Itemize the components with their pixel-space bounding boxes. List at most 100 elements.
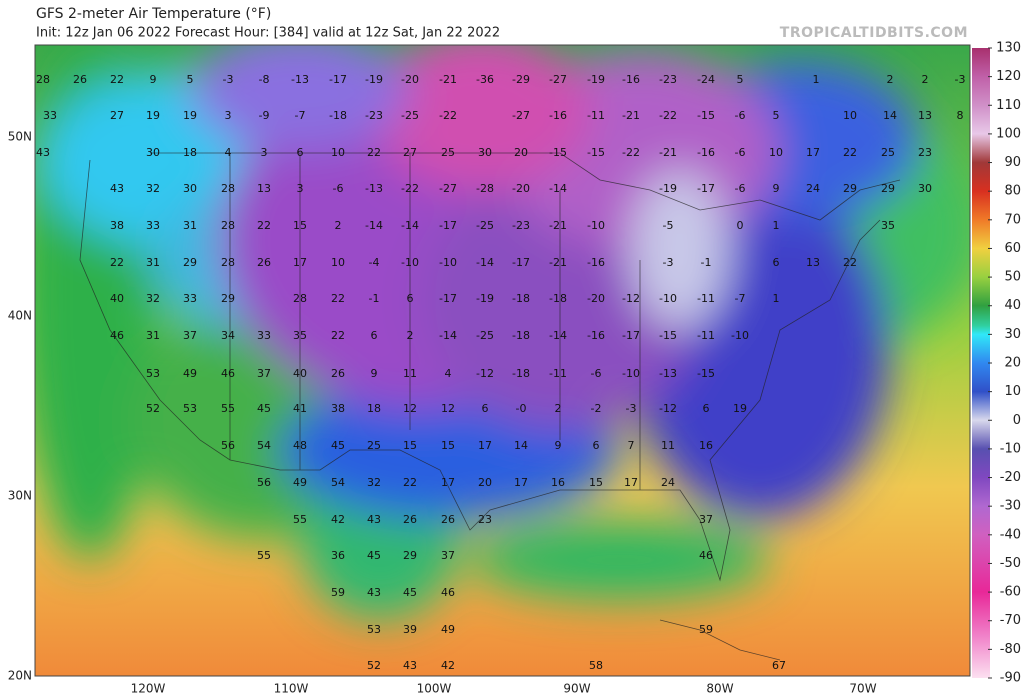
temperature-value: 36: [331, 549, 345, 562]
title: GFS 2-meter Air Temperature (°F): [36, 6, 271, 22]
borders: [79, 152, 901, 661]
lon-label: 80W: [706, 682, 733, 696]
temperature-value: 43: [36, 146, 50, 159]
temperature-value: 29: [881, 182, 895, 195]
temperature-value: 59: [699, 623, 713, 636]
temperature-value: 24: [661, 476, 675, 489]
temperature-value: 38: [331, 402, 345, 415]
temperature-value: 6: [773, 256, 780, 269]
temperature-value: -16: [549, 109, 567, 122]
temperature-value: 25: [367, 439, 381, 452]
temperature-value: 28: [36, 73, 50, 86]
temperature-value: -10: [439, 256, 457, 269]
temperature-value: 49: [293, 476, 307, 489]
colorbar-label: 40: [1004, 298, 1021, 313]
temperature-value: -6: [591, 367, 602, 380]
temperature-value: -12: [622, 292, 640, 305]
lon-label: 70W: [849, 682, 876, 696]
temperature-value: 20: [478, 476, 492, 489]
temperature-value: -21: [549, 219, 567, 232]
colorbar-label: -60: [1000, 585, 1021, 600]
temperature-value: -11: [697, 292, 715, 305]
lat-label: 40N: [8, 309, 32, 323]
temperature-value: 14: [514, 439, 528, 452]
temperature-value: 15: [441, 439, 455, 452]
temperature-value: -16: [587, 329, 605, 342]
temperature-value: 28: [293, 292, 307, 305]
temperature-value: 30: [183, 182, 197, 195]
temperature-value: -15: [587, 146, 605, 159]
temperature-value: 1: [813, 73, 820, 86]
temperature-value: -6: [735, 182, 746, 195]
temperature-value: -9: [259, 109, 270, 122]
temperature-value: 13: [918, 109, 932, 122]
temperature-value: -14: [476, 256, 494, 269]
temperature-value: 22: [843, 256, 857, 269]
temperature-value: -3: [955, 73, 966, 86]
temperature-value: 25: [441, 146, 455, 159]
temperature-value: 3: [261, 146, 268, 159]
temperature-value: -27: [512, 109, 530, 122]
temperature-value: -16: [697, 146, 715, 159]
temperature-value: 31: [146, 256, 160, 269]
temperature-value: -6: [735, 146, 746, 159]
temperature-value: 37: [699, 513, 713, 526]
temperature-value: -20: [587, 292, 605, 305]
temperature-value: 9: [555, 439, 562, 452]
lon-label: 110W: [274, 682, 309, 696]
temperature-value: -19: [476, 292, 494, 305]
temperature-value: 42: [331, 513, 345, 526]
temperature-value: -10: [731, 329, 749, 342]
temperature-value: 53: [367, 623, 381, 636]
temperature-value: -23: [365, 109, 383, 122]
temperature-value: -27: [439, 182, 457, 195]
temperature-value: -25: [476, 219, 494, 232]
temperature-value: 53: [183, 402, 197, 415]
temperature-value: 56: [257, 476, 271, 489]
temperature-value: 23: [478, 513, 492, 526]
temperature-value: 17: [441, 476, 455, 489]
temperature-value: 10: [843, 109, 857, 122]
temperature-value: -10: [587, 219, 605, 232]
temperature-value: 24: [806, 182, 820, 195]
temperature-value: -8: [259, 73, 270, 86]
temperature-value: -13: [291, 73, 309, 86]
temperature-value: -15: [659, 329, 677, 342]
temperature-value: 15: [589, 476, 603, 489]
temperature-value: -17: [697, 182, 715, 195]
temperature-value: 31: [146, 329, 160, 342]
temperature-value: 27: [110, 109, 124, 122]
temperature-value: 6: [593, 439, 600, 452]
temperature-value: 43: [110, 182, 124, 195]
temperature-value: 26: [331, 367, 345, 380]
temperature-value: -16: [587, 256, 605, 269]
temperature-value: 14: [883, 109, 897, 122]
temperature-value: 45: [331, 439, 345, 452]
colorbar-label: 130: [996, 41, 1021, 56]
lon-label: 100W: [417, 682, 452, 696]
temperature-value: -3: [663, 256, 674, 269]
temperature-value: 45: [257, 402, 271, 415]
temperature-value: 22: [110, 256, 124, 269]
temperature-value: 1: [773, 219, 780, 232]
temperature-value: 2: [887, 73, 894, 86]
temperature-value: -1: [701, 256, 712, 269]
temperature-value: -21: [622, 109, 640, 122]
colorbar-label: 110: [996, 98, 1021, 113]
temperature-value: 6: [297, 146, 304, 159]
temperature-value: 22: [367, 146, 381, 159]
temperature-value: 11: [403, 367, 417, 380]
temperature-value: 15: [403, 439, 417, 452]
temperature-value: 19: [146, 109, 160, 122]
temperature-value: 43: [367, 586, 381, 599]
map-values: 28 26 22 9 5 -3 -8 -13 -17 -19 -20 -21 -36 -29 -27 -19-…: [36, 73, 965, 672]
temperature-value: 29: [843, 182, 857, 195]
temperature-value: -5: [663, 219, 674, 232]
temperature-value: -7: [735, 292, 746, 305]
colorbar-label: -20: [1000, 470, 1021, 485]
temperature-value: 41: [293, 402, 307, 415]
colorbar-label: 80: [1004, 184, 1021, 199]
temperature-field: [35, 45, 970, 676]
temperature-value: 34: [221, 329, 235, 342]
temperature-value: -18: [549, 292, 567, 305]
